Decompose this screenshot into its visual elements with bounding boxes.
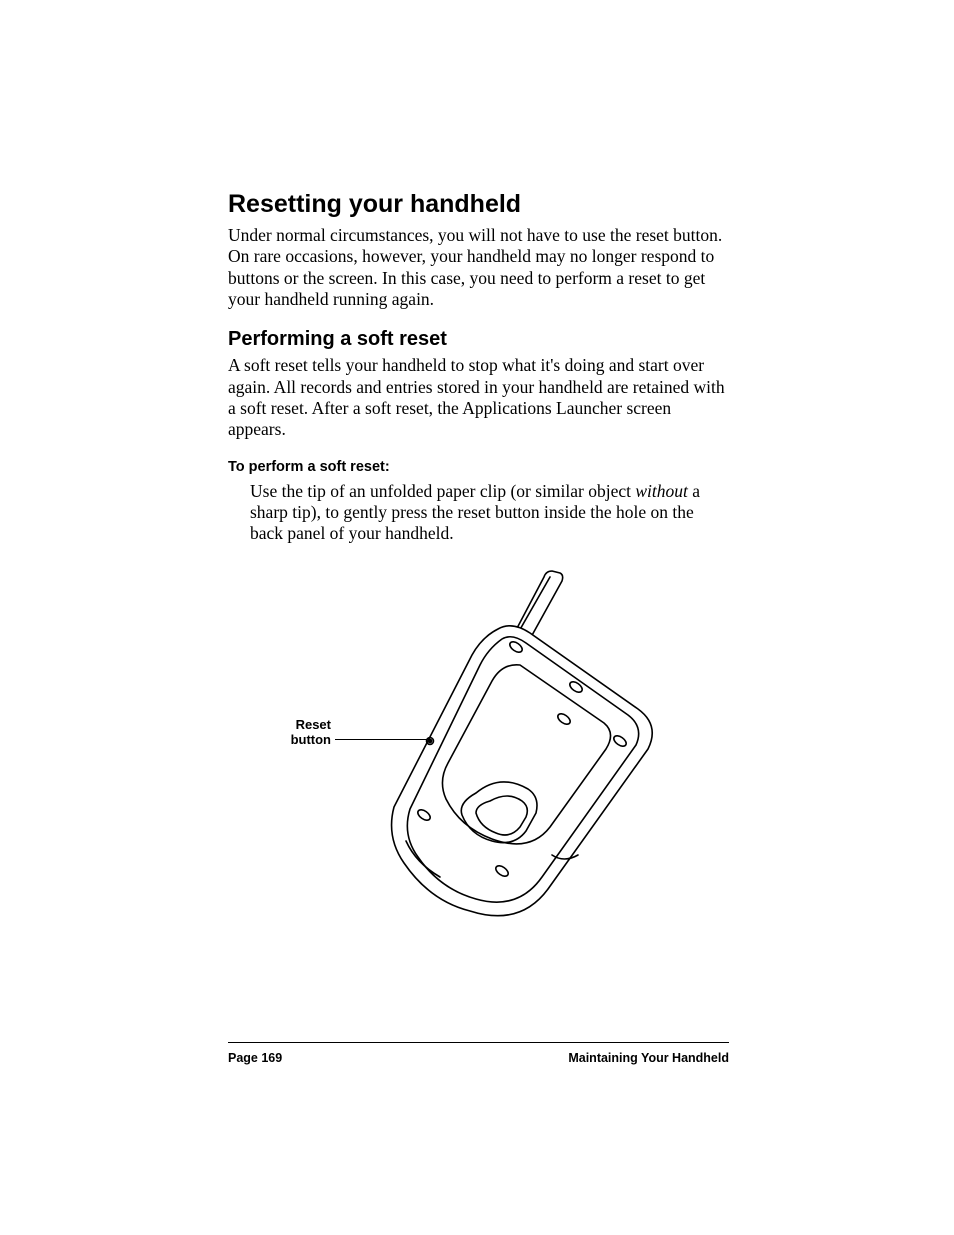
heading-resetting: Resetting your handheld [228,190,729,219]
document-page: Resetting your handheld Under normal cir… [0,0,954,1235]
step-text-pre: Use the tip of an unfolded paper clip (o… [250,481,635,501]
handheld-diagram-svg [320,563,660,923]
section-title: Maintaining Your Handheld [568,1051,729,1065]
footer-rule [228,1042,729,1043]
step-text-italic: without [635,481,688,501]
soft-reset-paragraph: A soft reset tells your handheld to stop… [228,355,729,440]
page-number: Page 169 [228,1051,282,1065]
intro-paragraph: Under normal circumstances, you will not… [228,225,729,310]
handheld-figure: Reset button [250,563,750,923]
soft-reset-step: Use the tip of an unfolded paper clip (o… [250,481,729,545]
heading-soft-reset: Performing a soft reset [228,328,729,351]
page-footer: Page 169 Maintaining Your Handheld [228,1042,729,1065]
heading-to-perform: To perform a soft reset: [228,459,729,475]
